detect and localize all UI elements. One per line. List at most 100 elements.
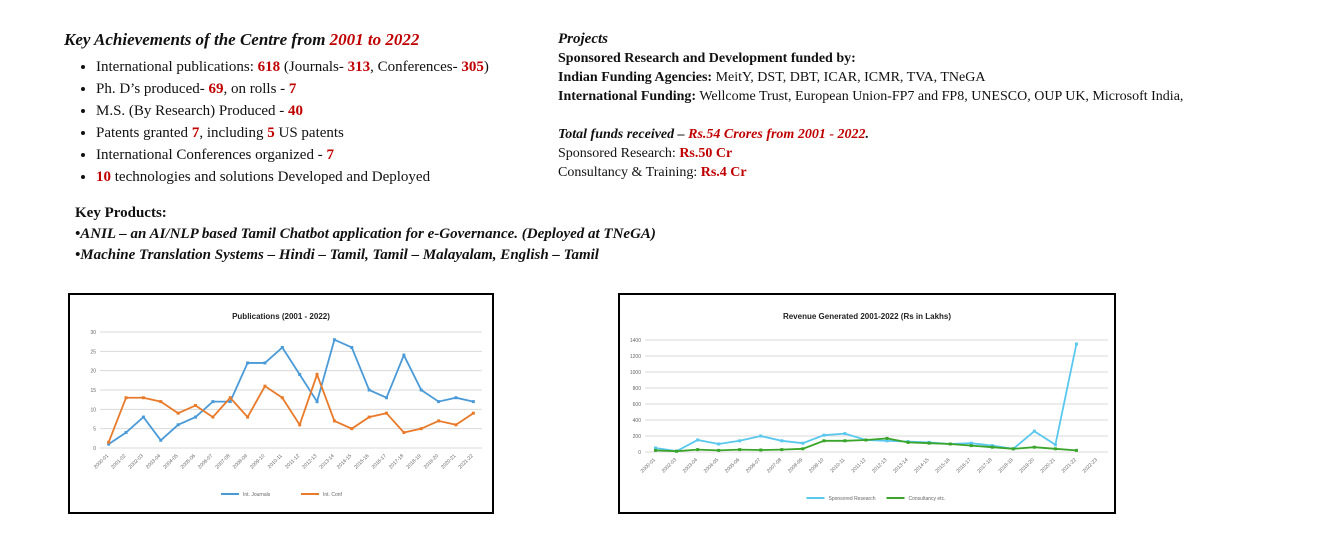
data-point [1032,429,1036,433]
consultancy-funds: Consultancy & Training: Rs.4 Cr [558,165,747,180]
data-point [298,373,302,377]
data-point [885,439,889,443]
x-tick-label: 2021-22 [458,453,475,470]
data-point [717,442,721,446]
data-point [402,431,406,435]
x-tick-label: 2002-03 [128,453,145,470]
data-point [1053,443,1057,447]
chart-title: Revenue Generated 2001-2022 (Rs in Lakhs… [783,312,951,321]
achievement-ms: M.S. (By Research) Produced - 40 [96,100,554,122]
data-point [107,442,111,446]
data-point [801,447,805,451]
x-tick-label: 2001-02 [110,453,127,470]
x-tick-label: 2006-07 [745,457,762,474]
x-tick-label: 2015-16 [934,457,951,474]
data-point [759,434,763,438]
data-point [385,411,388,415]
data-point [1074,448,1078,452]
data-point [211,415,215,419]
x-tick-label: 2010-11 [829,457,846,474]
sponsored-line: Sponsored Research and Development funde… [558,51,856,66]
data-point [780,448,784,452]
x-tick-label: 2006-07 [197,453,214,470]
x-tick-label: 2014-15 [336,453,353,470]
achievement-conferences: International Conferences organized - 7 [96,144,554,166]
y-tick-label: 1200 [630,354,641,360]
data-point [1074,342,1078,346]
data-point [969,444,973,448]
y-tick-label: 1000 [630,370,641,376]
data-point [1011,447,1015,451]
data-point [176,423,180,427]
x-tick-label: 2000-01 [640,457,657,474]
series-line [108,338,474,445]
data-point [280,345,284,349]
x-tick-label: 2003-04 [145,453,162,470]
data-point [822,433,826,437]
x-tick-label: 2000-01 [93,453,110,470]
total-funds: Total funds received – Rs.54 Crores from… [558,127,869,142]
y-tick-label: 600 [633,402,642,408]
x-tick-label: 2013-14 [892,457,909,474]
achievements-title-text: Key Achievements of the Centre from [64,30,330,49]
y-tick-label: 10 [90,407,96,413]
key-product-item: •ANIL – an AI/NLP based Tamil Chatbot ap… [75,226,656,242]
data-point [228,396,232,400]
data-point [228,400,232,404]
data-point [654,448,658,452]
x-tick-label: 2017-18 [976,457,993,474]
data-point [194,415,197,419]
data-point [107,440,111,444]
data-point [332,338,336,342]
data-point [717,448,721,452]
data-point [738,448,742,452]
data-point [124,431,128,435]
data-point [367,388,371,392]
x-tick-label: 2020-21 [1040,457,1057,474]
data-point [350,345,354,349]
x-tick-label: 2012-13 [871,457,888,474]
data-point [654,446,658,450]
achievement-technologies: 10 technologies and solutions Developed … [96,166,554,188]
data-point [471,411,475,415]
data-point [990,444,994,448]
x-tick-label: 2011-12 [284,453,301,470]
data-point [385,396,388,400]
data-point [141,415,145,419]
legend-label: Sponsored Research [829,496,876,502]
data-point [263,384,267,388]
data-point [927,441,931,445]
y-tick-label: 400 [633,418,642,424]
x-tick-label: 2007-08 [766,457,783,474]
x-tick-label: 2020-21 [440,453,457,470]
data-point [211,400,215,404]
x-tick-label: 2008-09 [787,457,804,474]
x-tick-label: 2010-11 [267,453,284,470]
data-point [454,396,458,400]
achievements-title: Key Achievements of the Centre from 2001… [64,30,554,50]
data-point [419,427,423,431]
data-point [246,361,250,365]
legend-label: Consultancy etc. [909,496,946,502]
data-point [263,361,267,365]
key-products-section: Key Products: •ANIL – an AI/NLP based Ta… [75,203,656,266]
legend-label: Int. Conf [323,492,343,498]
x-tick-label: 2016-17 [371,453,388,470]
x-tick-label: 2004-05 [703,457,720,474]
publications-chart: Publications (2001 - 2022) 0 5 10 15 20 25 30 20… [68,293,494,514]
data-point [124,396,128,400]
data-point [1032,445,1036,449]
x-tick-label: 2021-22 [1061,457,1078,474]
data-point [843,432,847,436]
data-point [315,400,319,404]
x-tick-label: 2012-13 [301,453,318,470]
x-tick-label: 2014-15 [913,457,930,474]
x-tick-label: 2019-20 [1019,457,1036,474]
data-point [948,442,952,446]
data-point [437,400,441,404]
y-tick-label: 1400 [630,338,641,344]
x-tick-label: 2017-18 [388,453,405,470]
x-tick-label: 2005-06 [724,457,741,474]
x-tick-label: 2011-12 [850,457,867,474]
data-point [454,423,458,427]
